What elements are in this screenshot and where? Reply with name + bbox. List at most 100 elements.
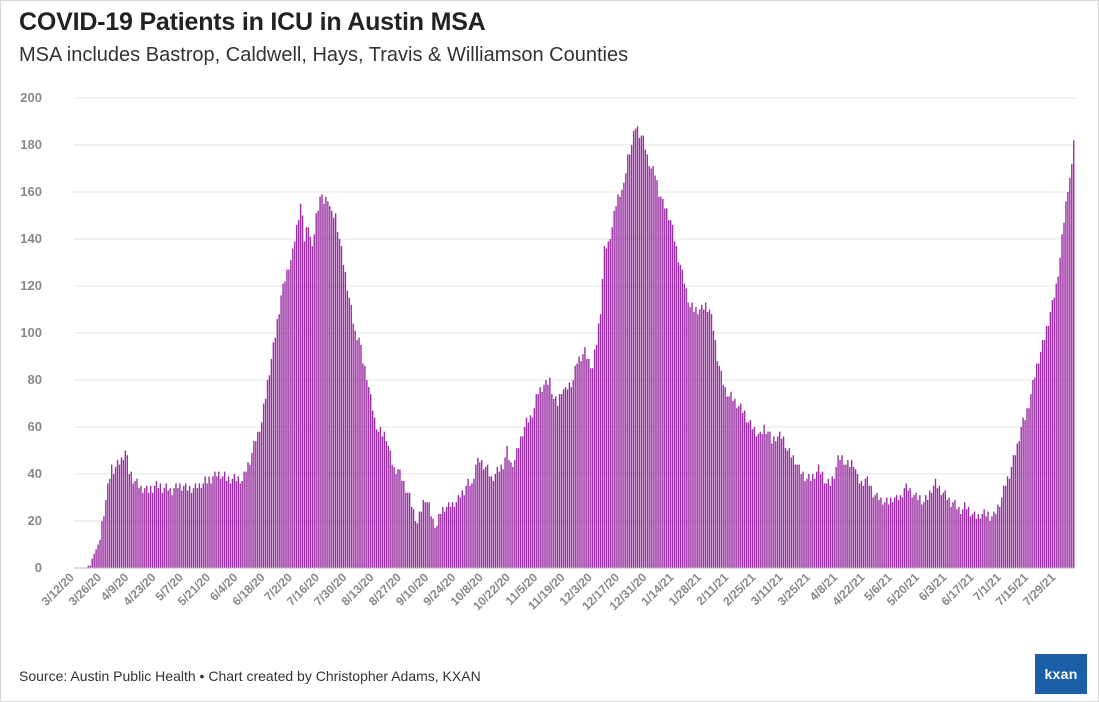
bar xyxy=(593,349,596,568)
bar xyxy=(529,415,532,568)
bar xyxy=(880,497,882,568)
bar xyxy=(321,194,323,568)
bar xyxy=(611,227,613,568)
bar xyxy=(163,488,165,568)
bar xyxy=(1065,201,1067,568)
bar xyxy=(461,490,463,568)
bar xyxy=(837,455,839,568)
bar xyxy=(590,368,592,568)
bar xyxy=(111,464,113,568)
bar xyxy=(564,387,567,568)
bar xyxy=(687,302,689,568)
bar xyxy=(188,485,191,568)
bar xyxy=(851,459,853,568)
bar xyxy=(745,422,748,568)
bar xyxy=(126,455,128,568)
bar xyxy=(954,499,956,568)
bar xyxy=(223,471,226,568)
bar xyxy=(492,481,495,568)
bar xyxy=(1022,417,1024,568)
bar xyxy=(488,476,491,568)
bar xyxy=(701,304,703,568)
bar xyxy=(712,330,715,568)
bar xyxy=(533,408,535,568)
bar xyxy=(627,154,629,568)
bar xyxy=(206,483,208,568)
bar xyxy=(934,478,937,568)
bar xyxy=(317,210,319,569)
bar xyxy=(301,215,304,568)
bar xyxy=(841,455,843,568)
y-tick-label: 160 xyxy=(20,184,42,199)
bar xyxy=(370,394,372,568)
bar xyxy=(87,565,90,568)
bar xyxy=(373,417,376,568)
bar xyxy=(1034,377,1036,568)
bar xyxy=(786,450,789,568)
bar xyxy=(128,474,130,568)
bar xyxy=(498,471,500,568)
bar xyxy=(512,466,514,568)
bar xyxy=(907,490,909,568)
bar xyxy=(475,464,477,568)
bar xyxy=(315,213,317,568)
bar xyxy=(831,476,833,568)
bar xyxy=(506,445,508,568)
bar xyxy=(313,234,315,569)
bar xyxy=(1038,363,1040,568)
bar xyxy=(1002,485,1005,568)
bar xyxy=(397,469,399,568)
bar xyxy=(588,358,590,568)
bar xyxy=(609,239,611,568)
bar xyxy=(120,457,123,568)
bar xyxy=(539,387,541,568)
bar xyxy=(101,521,103,568)
bar xyxy=(704,302,707,568)
bar xyxy=(241,481,243,568)
bar xyxy=(899,495,902,568)
bar xyxy=(568,382,571,568)
bar xyxy=(371,410,374,568)
bar xyxy=(266,380,269,568)
bar xyxy=(233,474,236,568)
bar xyxy=(381,436,384,568)
x-axis: 3/12/203/26/204/9/204/23/205/7/205/21/20… xyxy=(39,570,1059,613)
bar xyxy=(952,502,954,568)
bar xyxy=(560,394,563,568)
bar xyxy=(272,342,275,568)
bar xyxy=(171,495,173,568)
bar xyxy=(181,490,183,568)
bar xyxy=(467,478,469,568)
bar xyxy=(1036,363,1038,568)
bar xyxy=(747,422,750,568)
bar xyxy=(260,422,263,568)
bar xyxy=(463,495,465,568)
bar xyxy=(886,497,888,568)
bar xyxy=(541,391,543,568)
bar xyxy=(428,502,430,568)
kxan-logo: kxan xyxy=(1035,654,1087,694)
bar xyxy=(771,443,773,568)
bar xyxy=(741,412,744,568)
bar xyxy=(730,391,732,568)
bar xyxy=(790,457,793,568)
bar xyxy=(759,431,761,568)
bar xyxy=(576,363,578,568)
bar xyxy=(800,474,802,568)
bar xyxy=(243,471,245,568)
bar xyxy=(165,483,167,568)
bar xyxy=(815,471,818,568)
bar xyxy=(350,304,352,568)
bar xyxy=(1041,340,1044,568)
bar xyxy=(856,474,859,568)
bar xyxy=(175,483,177,568)
bar xyxy=(699,309,701,568)
bar xyxy=(204,476,206,568)
bar xyxy=(284,281,286,568)
bar xyxy=(621,189,623,568)
bar xyxy=(889,497,892,568)
bar xyxy=(432,518,434,568)
bar xyxy=(810,481,812,568)
bar xyxy=(1028,408,1030,568)
bar xyxy=(424,502,426,568)
